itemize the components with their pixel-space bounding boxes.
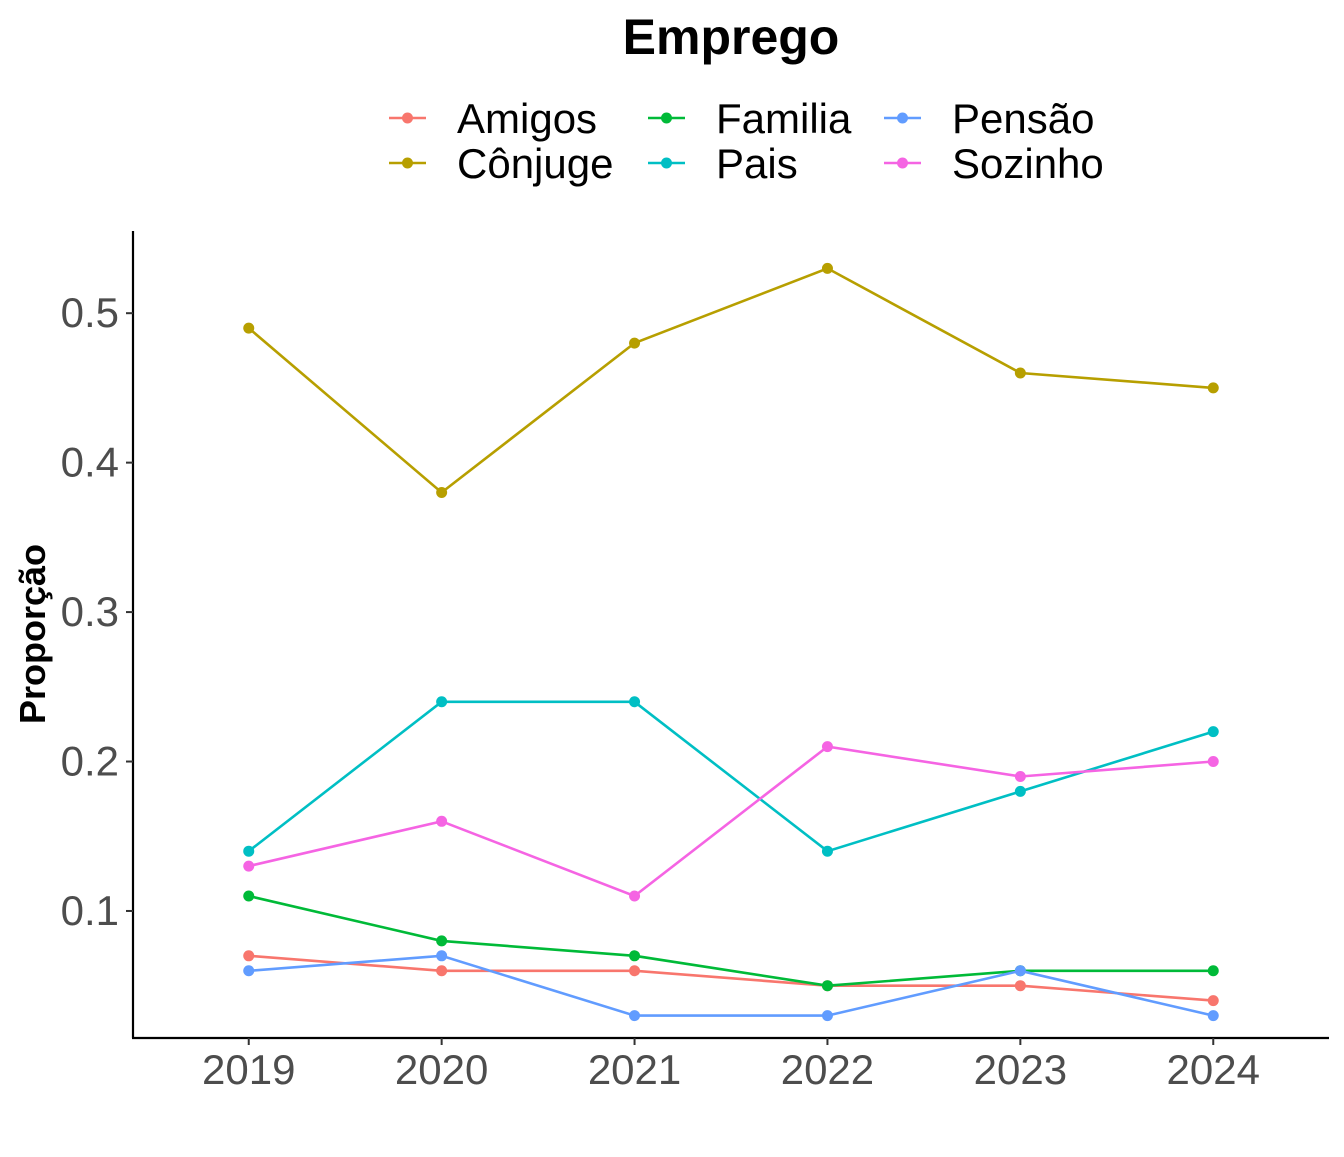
data-point — [436, 696, 448, 708]
series-line-amigos — [248, 954, 1214, 1002]
y-tick-label: 0.1 — [61, 887, 119, 934]
x-axis-ticks: 2019 2020 2021 2022 2023 2024 — [202, 1038, 1260, 1093]
legend-item-c-njuge: Cônjuge — [389, 140, 613, 187]
y-tick-label: 0.2 — [61, 738, 119, 785]
legend-label: Sozinho — [952, 140, 1104, 187]
data-point — [243, 322, 255, 334]
series-layer — [243, 262, 1219, 1022]
series-familia — [243, 890, 1219, 992]
data-point — [243, 890, 255, 902]
data-point — [1207, 965, 1219, 977]
legend-label: Familia — [716, 95, 852, 142]
legend-label: Cônjuge — [457, 140, 613, 187]
x-tick-label: 2021 — [588, 1046, 681, 1093]
series-line-pais — [247, 700, 1214, 853]
data-point — [1014, 965, 1026, 977]
legend-item-pais: Pais — [648, 140, 798, 187]
data-point — [1014, 785, 1026, 797]
data-point — [436, 965, 448, 977]
legend-label: Pais — [716, 140, 798, 187]
data-point — [629, 965, 641, 977]
legend-label: Pensão — [952, 95, 1094, 142]
series-line-familia — [248, 894, 1214, 988]
legend-key-point — [661, 112, 672, 124]
data-point — [821, 741, 833, 753]
y-tick-label: 0.4 — [61, 439, 119, 486]
data-point — [243, 845, 255, 857]
legend-item-amigos: Amigos — [389, 95, 597, 142]
legend-item-familia: Familia — [648, 95, 852, 142]
y-tick-label: 0.5 — [61, 289, 119, 336]
data-point — [243, 860, 255, 872]
data-point — [821, 845, 833, 857]
data-point — [1207, 1010, 1219, 1022]
x-tick-label: 2022 — [781, 1046, 874, 1093]
series-pais — [243, 696, 1219, 857]
data-point — [243, 950, 255, 962]
legend-key-point — [897, 157, 908, 169]
legend-key-point — [661, 157, 672, 169]
legend-item-sozinho: Sozinho — [884, 140, 1104, 187]
data-point — [1207, 382, 1219, 394]
legend-item-pens-o: Pensão — [884, 95, 1094, 142]
data-point — [821, 262, 833, 274]
data-point — [436, 487, 448, 499]
y-tick-label: 0.3 — [61, 588, 119, 635]
data-point — [436, 935, 448, 947]
data-point — [1014, 367, 1026, 379]
x-tick-label: 2020 — [395, 1046, 488, 1093]
series-pens-o — [243, 950, 1219, 1022]
data-point — [1207, 756, 1219, 768]
chart-title: Emprego — [623, 9, 840, 65]
data-point — [1207, 726, 1219, 738]
series-c-njuge — [243, 262, 1219, 499]
data-point — [243, 965, 255, 977]
data-point — [629, 890, 641, 902]
data-point — [436, 815, 448, 827]
x-tick-label: 2024 — [1167, 1046, 1260, 1093]
series-line-pens-o — [248, 954, 1214, 1017]
legend-key-point — [402, 112, 413, 124]
legend-label: Amigos — [457, 95, 597, 142]
data-point — [821, 980, 833, 992]
y-axis-title: Proporção — [12, 544, 53, 724]
x-tick-label: 2019 — [202, 1046, 295, 1093]
x-tick-label: 2023 — [974, 1046, 1067, 1093]
data-point — [1207, 995, 1219, 1007]
legend-key-point — [402, 157, 413, 169]
data-point — [629, 950, 641, 962]
series-sozinho — [243, 741, 1219, 902]
y-axis-ticks: 0.1 0.2 0.3 0.4 0.5 — [61, 289, 133, 934]
series-line-c-njuge — [247, 266, 1214, 495]
data-point — [629, 337, 641, 349]
data-point — [821, 1010, 833, 1022]
data-point — [1014, 770, 1026, 782]
data-point — [629, 696, 641, 708]
data-point — [629, 1010, 641, 1022]
legend-key-point — [897, 112, 908, 124]
data-point — [1014, 980, 1026, 992]
data-point — [436, 950, 448, 962]
series-line-sozinho — [248, 745, 1214, 898]
